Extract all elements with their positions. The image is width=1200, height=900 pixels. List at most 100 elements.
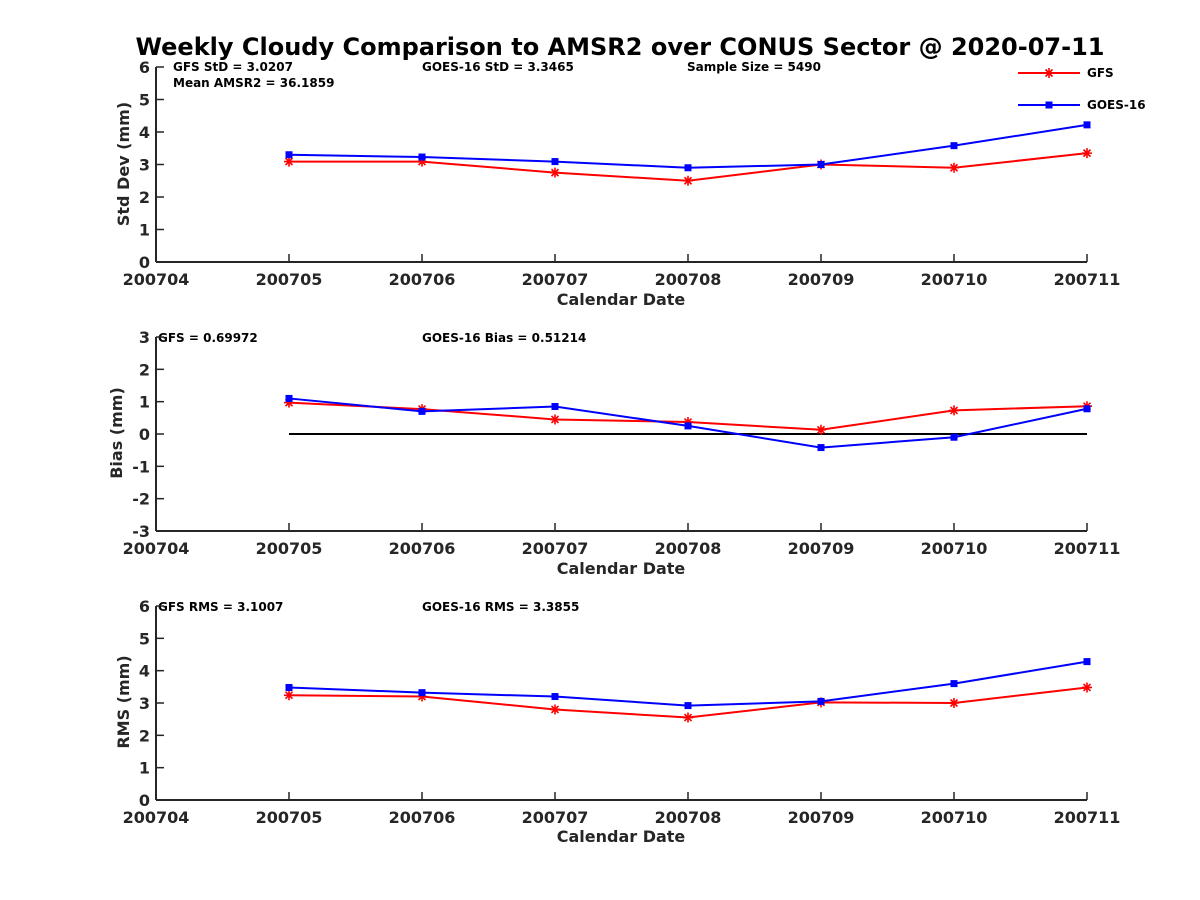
x-tick-label: 200705 [256, 808, 323, 827]
legend-marker-shape [1045, 101, 1053, 109]
series-line-goes16 [288, 660, 1088, 707]
data-point-goes16 [285, 683, 293, 691]
y-tick-label: 3 [139, 694, 150, 713]
data-point-goes16 [418, 407, 426, 415]
data-point-goes16 [950, 680, 958, 688]
data-point-goes16 [684, 422, 692, 430]
data-point-gfs [284, 156, 294, 167]
data-point-gfs [683, 175, 693, 186]
x-tick-label: 200711 [1054, 539, 1121, 558]
y-tick-label: 6 [139, 597, 150, 616]
data-point-goes16 [418, 689, 426, 697]
x-axis-label: Calendar Date [557, 827, 686, 846]
data-point-goes16 [950, 142, 958, 150]
x-tick-label: 200706 [389, 270, 456, 289]
data-point-goes16 [817, 697, 825, 705]
y-axis-label: Std Dev (mm) [114, 102, 133, 226]
panel-bias: GFS = 0.69972 GOES-16 Bias = 0.51214 Cal… [107, 328, 1120, 578]
annotation-gfs-rms: GFS RMS = 3.1007 [158, 600, 283, 614]
x-tick-label: 200706 [389, 808, 456, 827]
annotation-mean-amsr2: Mean AMSR2 = 36.1859 [173, 76, 334, 90]
chart-title: Weekly Cloudy Comparison to AMSR2 over C… [136, 33, 1105, 61]
data-point-goes16 [817, 444, 825, 452]
data-point-goes16 [285, 394, 293, 402]
y-tick-label: 1 [139, 393, 150, 412]
legend-marker-gfs [1044, 68, 1054, 78]
annotation-gfs-std: GFS StD = 3.0207 [173, 60, 293, 74]
data-point-goes16 [551, 158, 559, 166]
legend: GFS GOES-16 [1018, 66, 1146, 112]
data-point-gfs [949, 162, 959, 173]
data-point-gfs [550, 704, 560, 715]
data-point-goes16 [684, 702, 692, 710]
data-point-goes16 [950, 433, 958, 441]
y-tick-label: -1 [132, 457, 150, 476]
x-tick-label: 200709 [788, 539, 855, 558]
data-point-goes16 [551, 693, 559, 701]
data-point-goes16 [817, 161, 825, 168]
x-tick-label: 200711 [1054, 808, 1121, 827]
x-tick-label: 200709 [788, 270, 855, 289]
y-tick-label: -3 [132, 522, 150, 541]
y-tick-label: 4 [139, 123, 150, 142]
x-tick-label: 200708 [655, 270, 722, 289]
data-point-gfs [550, 414, 560, 425]
data-point-gfs [1082, 148, 1092, 159]
x-tick-label: 200708 [655, 808, 722, 827]
data-point-gfs [284, 690, 294, 701]
annotation-goes16-bias: GOES-16 Bias = 0.51214 [422, 331, 586, 345]
annotation-gfs-bias: GFS = 0.69972 [158, 331, 258, 345]
data-point-gfs [683, 712, 693, 723]
y-tick-label: 0 [139, 253, 150, 272]
y-tick-label: 3 [139, 156, 150, 175]
data-point-goes16 [418, 153, 426, 161]
data-point-goes16 [684, 164, 692, 172]
data-point-gfs [949, 698, 959, 708]
legend-marker-shape [1044, 68, 1054, 78]
annotation-goes16-std: GOES-16 StD = 3.3465 [422, 60, 574, 74]
x-tick-label: 200711 [1054, 270, 1121, 289]
data-point-goes16 [1083, 405, 1091, 413]
data-point-goes16 [551, 403, 559, 411]
data-point-gfs [550, 167, 560, 178]
x-tick-label: 200706 [389, 539, 456, 558]
legend-marker-goes16 [1045, 101, 1053, 109]
y-tick-label: 0 [139, 791, 150, 810]
y-tick-label: 6 [139, 58, 150, 77]
x-tick-label: 200705 [256, 539, 323, 558]
y-tick-label: 3 [139, 328, 150, 347]
x-tick-label: 200709 [788, 808, 855, 827]
x-axis-label: Calendar Date [557, 559, 686, 578]
legend-label-goes16: GOES-16 [1087, 98, 1146, 112]
y-tick-label: 2 [139, 188, 150, 207]
data-point-goes16 [285, 151, 293, 159]
data-point-gfs [417, 156, 427, 167]
x-tick-label: 200704 [123, 539, 190, 558]
data-point-goes16 [1083, 121, 1091, 129]
legend-label-gfs: GFS [1087, 66, 1114, 80]
y-tick-label: 2 [139, 360, 150, 379]
data-point-gfs [1082, 682, 1092, 693]
data-point-gfs [417, 691, 427, 702]
x-axis-label: Calendar Date [557, 290, 686, 309]
annotation-goes16-rms: GOES-16 RMS = 3.3855 [422, 600, 579, 614]
legend-entry-goes16: GOES-16 [1018, 98, 1146, 112]
y-tick-label: 0 [139, 425, 150, 444]
legend-entry-gfs: GFS [1018, 66, 1114, 80]
x-tick-label: 200708 [655, 539, 722, 558]
data-point-gfs [683, 417, 693, 428]
y-axis-label: RMS (mm) [114, 655, 133, 748]
data-point-gfs [816, 424, 826, 435]
x-tick-label: 200704 [123, 270, 190, 289]
y-tick-label: 2 [139, 726, 150, 745]
panel-rms: GFS RMS = 3.1007 GOES-16 RMS = 3.3855 Ca… [114, 597, 1120, 846]
x-tick-label: 200710 [921, 539, 988, 558]
x-tick-label: 200707 [522, 270, 589, 289]
y-tick-label: 1 [139, 221, 150, 240]
y-tick-label: 1 [139, 759, 150, 778]
y-axis-label: Bias (mm) [107, 387, 126, 479]
annotation-sample-size: Sample Size = 5490 [687, 60, 821, 74]
data-point-gfs [284, 397, 294, 408]
x-tick-label: 200707 [522, 539, 589, 558]
